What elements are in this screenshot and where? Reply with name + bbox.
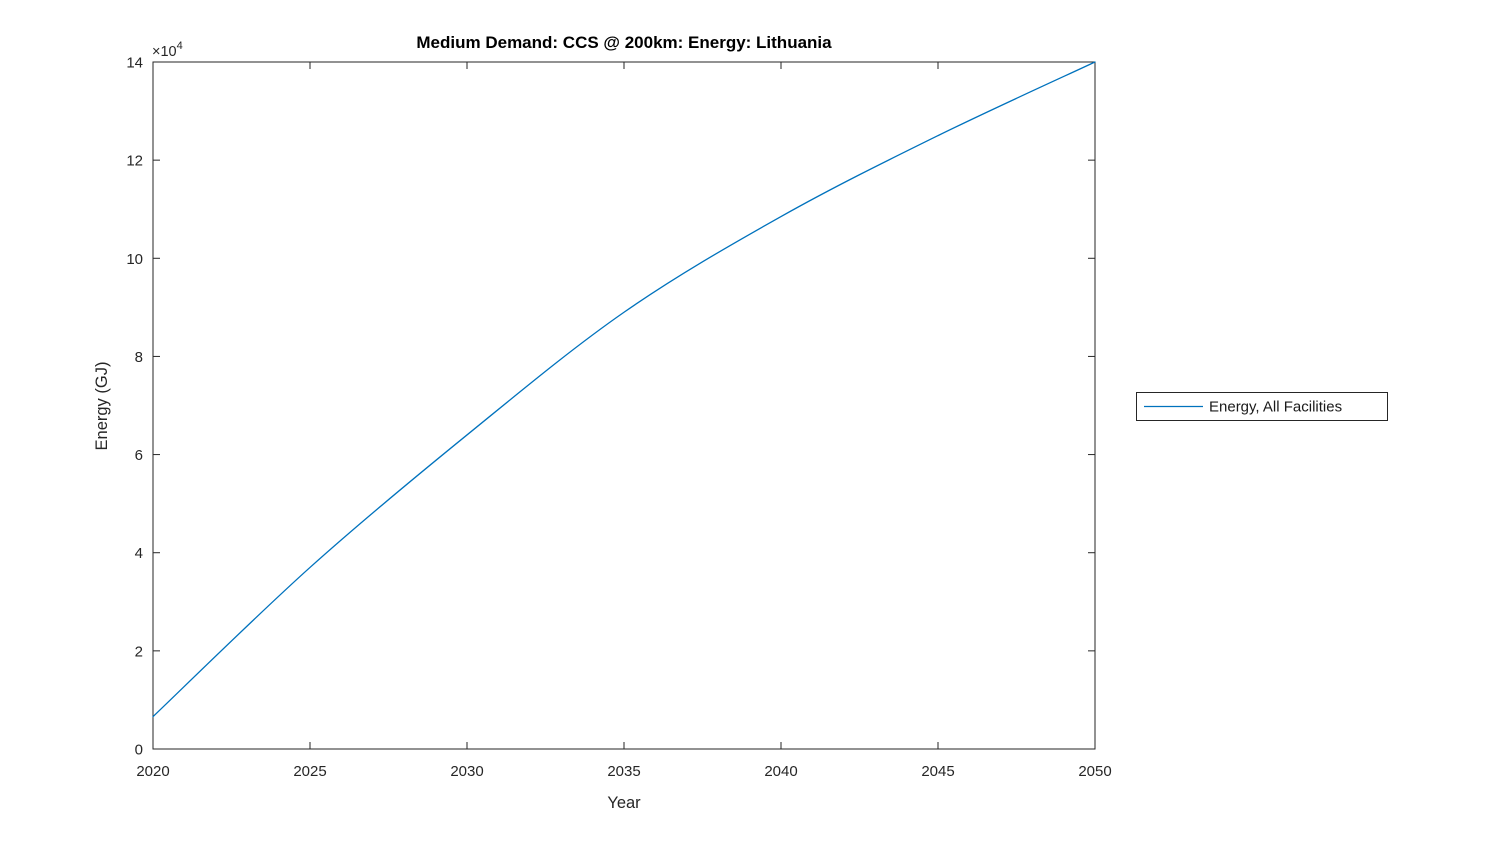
y-tick-label: 14	[126, 55, 143, 72]
series-layer	[152, 61, 1096, 718]
x-tick-label: 2040	[764, 763, 797, 780]
y-axis-label: Energy (GJ)	[93, 362, 111, 451]
x-tick-label: 2035	[607, 763, 640, 780]
x-tick-label: 2045	[921, 763, 954, 780]
x-axis-label: Year	[607, 794, 641, 812]
y-tick-label: 4	[135, 545, 143, 562]
x-tick-label: 2030	[450, 763, 483, 780]
y-tick-label: 0	[135, 742, 143, 759]
series-line-energy-all-facilities	[152, 61, 1096, 718]
legend: Energy, All Facilities	[1136, 392, 1388, 421]
y-tick-label: 12	[126, 153, 143, 170]
y-axis-multiplier-base: ×10	[152, 44, 177, 60]
x-tick-label: 2025	[293, 763, 326, 780]
y-tick-label: 8	[135, 349, 143, 366]
x-tick-label: 2050	[1078, 763, 1111, 780]
y-tick-label: 10	[126, 251, 143, 268]
legend-entry-label: Energy, All Facilities	[1209, 399, 1342, 416]
y-tick-label: 6	[135, 447, 143, 464]
axes-layer: 2020 2025 2030 2035 2040 2045 2050 0 2 4 6 8 10 12 14	[126, 55, 1111, 781]
x-tick-label: 2020	[136, 763, 169, 780]
plot-box	[152, 61, 1096, 750]
y-tick-label: 2	[135, 643, 143, 660]
chart-title: Medium Demand: CCS @ 200km: Energy: Lith…	[416, 33, 832, 52]
y-axis-multiplier: ×104	[152, 40, 183, 60]
y-axis-multiplier-exponent: 4	[177, 40, 183, 52]
